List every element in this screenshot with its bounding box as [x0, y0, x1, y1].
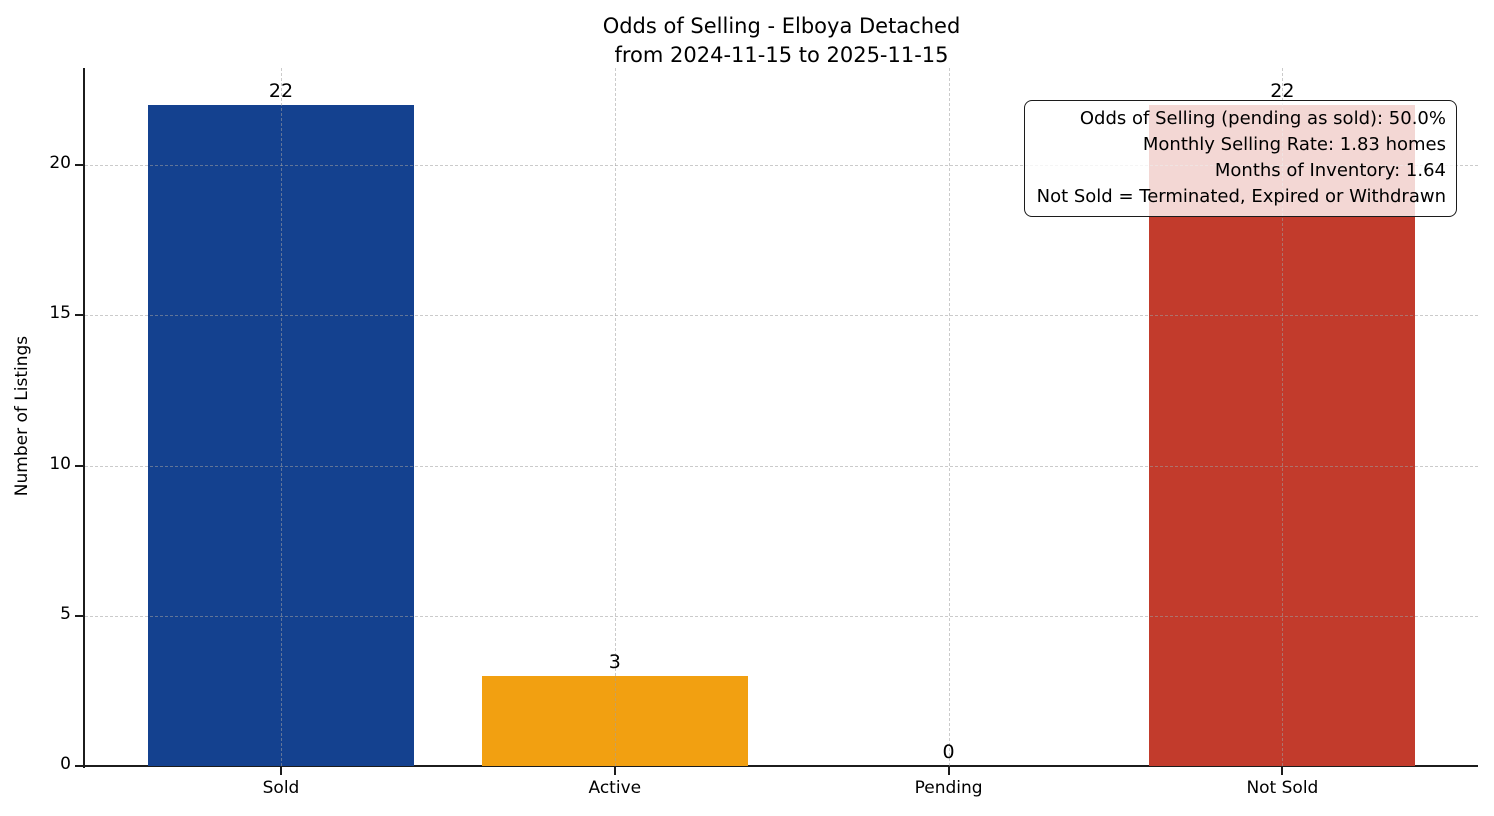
chart-subtitle: from 2024-11-15 to 2025-11-15	[614, 43, 949, 67]
gridline-horizontal	[85, 465, 1478, 467]
stats-annotation-box: Odds of Selling (pending as sold): 50.0%…	[1023, 100, 1457, 217]
x-axis-spine	[83, 765, 1478, 767]
annotation-line-rate: Monthly Selling Rate: 1.83 homes	[1142, 134, 1446, 155]
bar-value-label: 22	[268, 80, 294, 103]
x-tick-mark	[613, 767, 616, 775]
chart-title: Odds of Selling - Elboya Detached	[602, 14, 961, 38]
y-tick-mark	[75, 464, 83, 467]
bar-value-label: 3	[608, 650, 621, 673]
y-tick-mark	[75, 765, 83, 767]
y-axis-spine	[83, 68, 85, 768]
x-tick-label-sold: Sold	[262, 778, 300, 798]
x-tick-label-pending: Pending	[914, 778, 983, 798]
gridline-horizontal	[85, 615, 1478, 617]
gridline-vertical	[281, 68, 282, 766]
x-tick-mark	[280, 767, 282, 775]
y-tick-label: 5	[60, 603, 71, 624]
gridline-horizontal	[85, 315, 1478, 317]
y-tick-label: 20	[49, 153, 71, 174]
y-tick-mark	[75, 314, 83, 317]
bar-value-label: 0	[942, 741, 955, 763]
x-tick-label-not-sold: Not Sold	[1246, 778, 1319, 798]
x-tick-mark	[947, 767, 950, 775]
gridline-vertical	[948, 68, 950, 766]
y-tick-mark	[75, 164, 83, 167]
y-tick-label: 10	[49, 453, 71, 474]
annotation-line-notsold-def: Not Sold = Terminated, Expired or Withdr…	[1036, 186, 1446, 207]
x-tick-label-active: Active	[588, 778, 642, 798]
gridline-vertical	[1282, 68, 1284, 766]
y-tick-mark	[75, 614, 83, 617]
y-tick-label: 15	[49, 303, 71, 324]
gridline-horizontal	[85, 165, 1478, 167]
annotation-line-inventory: Months of Inventory: 1.64	[1214, 160, 1446, 181]
bar-value-label: 22	[1270, 80, 1295, 103]
gridline-vertical	[614, 68, 616, 766]
chart-title-block: Odds of Selling - Elboya Detached from 2…	[85, 12, 1478, 70]
x-tick-mark	[1281, 767, 1284, 775]
y-tick-label: 0	[60, 754, 71, 774]
annotation-line-odds: Odds of Selling (pending as sold): 50.0%	[1079, 108, 1446, 129]
